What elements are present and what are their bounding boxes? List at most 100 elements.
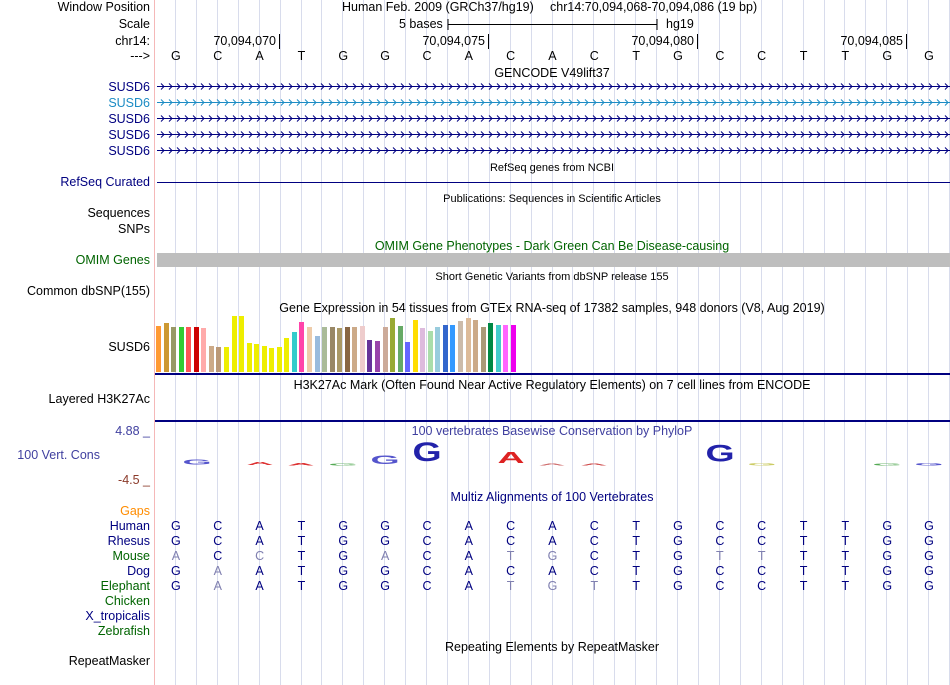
gtex-tissue-bar[interactable]: [201, 328, 207, 372]
label-species-rhesus[interactable]: Rhesus: [107, 534, 150, 548]
gtex-tissue-bar[interactable]: [435, 327, 441, 372]
gtex-tissue-bar[interactable]: [329, 327, 335, 372]
gtex-tissue-bar[interactable]: [231, 316, 237, 372]
gtex-tissue-bar[interactable]: [246, 343, 252, 372]
label-susd6-5[interactable]: SUSD6: [108, 144, 150, 158]
gtex-tissue-bar[interactable]: [420, 328, 426, 372]
sequence-base: A: [464, 49, 473, 63]
gtex-tissue-bar[interactable]: [495, 325, 501, 372]
label-species-xtropicalis[interactable]: X_tropicalis: [85, 609, 150, 623]
label-species-elephant[interactable]: Elephant: [100, 579, 150, 593]
gtex-tissue-bar[interactable]: [156, 326, 161, 372]
gtex-tissue-bar[interactable]: [397, 326, 403, 372]
gtex-tissue-bar[interactable]: [359, 326, 365, 372]
gencode-transcript-line[interactable]: [155, 114, 950, 123]
label-susd6-1[interactable]: SUSD6: [108, 80, 150, 94]
label-sequences[interactable]: Sequences: [87, 206, 150, 220]
omim-gene-bar[interactable]: [157, 253, 950, 267]
gtex-tissue-bar[interactable]: [442, 325, 448, 372]
alignment-base: C: [715, 564, 725, 578]
gtex-tissue-bar[interactable]: [510, 325, 516, 372]
gridline: [572, 0, 574, 685]
alignment-base: C: [589, 519, 599, 533]
gencode-transcript-line[interactable]: [155, 82, 950, 91]
gtex-tissue-bar[interactable]: [352, 327, 358, 372]
gtex-tissue-bar[interactable]: [480, 327, 486, 372]
gtex-tissue-bar[interactable]: [390, 318, 396, 372]
conservation-glyph: G: [747, 461, 777, 467]
label-refseq[interactable]: RefSeq Curated: [60, 175, 150, 189]
gtex-tissue-bar[interactable]: [307, 327, 312, 372]
sequence-base: G: [673, 49, 683, 63]
gtex-tissue-bar[interactable]: [208, 346, 214, 372]
gtex-tissue-bar[interactable]: [269, 348, 275, 372]
gridline: [321, 0, 323, 685]
gtex-tissue-bar[interactable]: [186, 327, 192, 372]
gtex-tissue-bar[interactable]: [254, 344, 260, 372]
gtex-tissue-bar[interactable]: [276, 347, 282, 372]
gtex-tissue-bar[interactable]: [488, 323, 494, 372]
gtex-tissue-bar[interactable]: [465, 318, 471, 372]
alignment-base: G: [171, 519, 181, 533]
alignment-base: A: [464, 549, 473, 563]
gtex-tissue-bar[interactable]: [367, 340, 373, 372]
gencode-transcript-line[interactable]: [155, 98, 950, 107]
gencode-transcript-line[interactable]: [155, 146, 950, 155]
alignment-base: G: [673, 534, 683, 548]
label-cons[interactable]: 100 Vert. Cons: [17, 448, 100, 462]
gtex-tissue-bar[interactable]: [291, 332, 297, 372]
sequence-base: G: [171, 49, 181, 63]
gtex-tissue-bar[interactable]: [261, 346, 267, 372]
alignment-base: C: [255, 549, 265, 563]
gtex-tissue-bar[interactable]: [473, 320, 479, 372]
label-susd6-2[interactable]: SUSD6: [108, 96, 150, 110]
gtex-tissue-bar[interactable]: [450, 325, 456, 372]
conservation-glyph: A: [287, 461, 315, 467]
gtex-tissue-bar[interactable]: [412, 320, 418, 372]
sequence-base: C: [213, 49, 223, 63]
label-gaps[interactable]: Gaps: [120, 504, 150, 518]
gridline: [718, 0, 720, 685]
label-species-human[interactable]: Human: [109, 519, 150, 533]
alignment-base: G: [924, 534, 934, 548]
sequence-base: G: [338, 49, 349, 63]
gtex-tissue-bar[interactable]: [427, 331, 433, 372]
gtex-tissue-bar[interactable]: [299, 322, 305, 372]
gridline: [886, 0, 888, 685]
gtex-tissue-bar[interactable]: [171, 327, 177, 372]
gencode-transcript-line[interactable]: [155, 130, 950, 139]
refseq-gene-line[interactable]: [157, 182, 950, 183]
label-susd6-3[interactable]: SUSD6: [108, 112, 150, 126]
gtex-tissue-bar[interactable]: [382, 327, 388, 372]
alignment-base: G: [882, 549, 893, 563]
gridline: [258, 0, 260, 685]
gtex-tissue-bar[interactable]: [405, 342, 411, 372]
gtex-tissue-bar[interactable]: [193, 327, 199, 372]
label-scale: Scale: [118, 17, 150, 31]
label-species-dog[interactable]: Dog: [127, 564, 150, 578]
label-gtex[interactable]: SUSD6: [108, 340, 150, 354]
label-species-mouse[interactable]: Mouse: [112, 549, 150, 563]
gtex-tissue-bar[interactable]: [178, 327, 184, 372]
label-h3k27ac[interactable]: Layered H3K27Ac: [48, 392, 150, 406]
gtex-tissue-bar[interactable]: [314, 336, 320, 372]
gtex-tissue-bar[interactable]: [216, 347, 222, 372]
gtex-tissue-bar[interactable]: [163, 323, 169, 372]
gtex-tissue-bar[interactable]: [337, 328, 343, 372]
gtex-tissue-bar[interactable]: [374, 341, 380, 372]
label-dbsnp[interactable]: Common dbSNP(155): [27, 284, 150, 298]
label-species-zebrafish[interactable]: Zebrafish: [97, 624, 150, 638]
gtex-tissue-bar[interactable]: [344, 327, 350, 372]
label-susd6-4[interactable]: SUSD6: [108, 128, 150, 142]
label-snps[interactable]: SNPs: [118, 222, 150, 236]
label-repeatmasker[interactable]: RepeatMasker: [68, 654, 150, 668]
gtex-tissue-bar[interactable]: [239, 316, 245, 372]
label-species-chicken[interactable]: Chicken: [104, 594, 150, 608]
gtex-tissue-bar[interactable]: [458, 321, 463, 372]
label-omim[interactable]: OMIM Genes: [75, 253, 150, 267]
gtex-tissue-bar[interactable]: [223, 347, 229, 372]
track-area[interactable]: Human Feb. 2009 (GRCh37/hg19) chr14:70,0…: [155, 0, 950, 685]
gtex-tissue-bar[interactable]: [284, 338, 290, 372]
gtex-tissue-bar[interactable]: [503, 325, 509, 372]
gtex-tissue-bar[interactable]: [322, 327, 328, 372]
